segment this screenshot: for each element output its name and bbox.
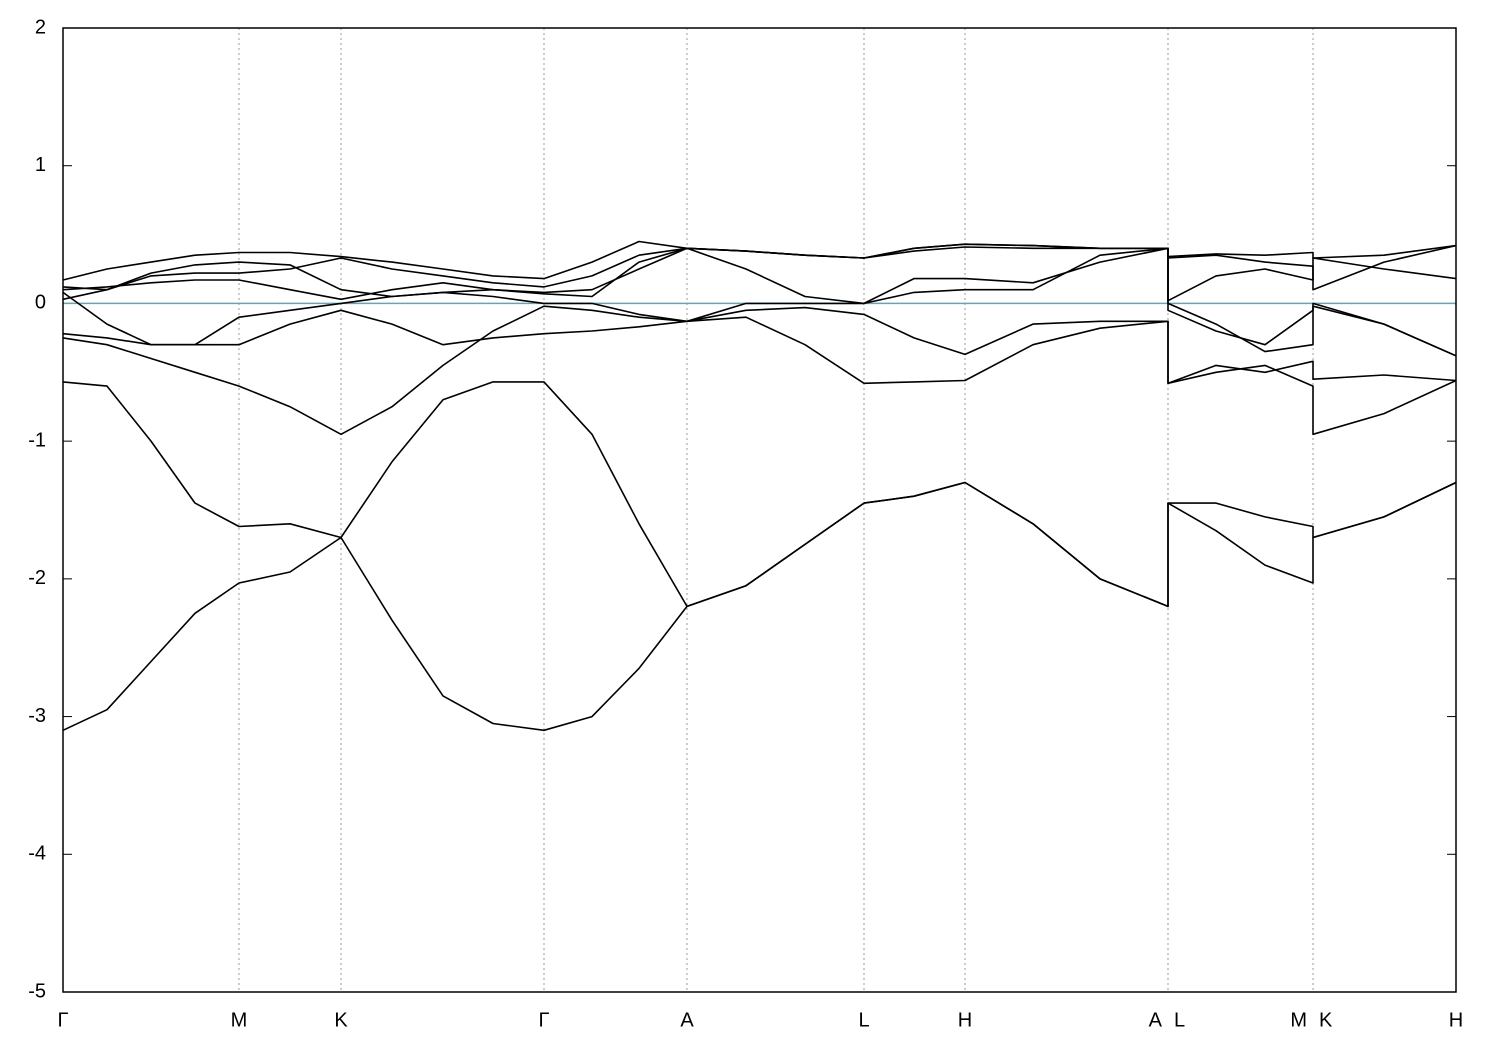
x-tick-label: M [231,1009,248,1031]
band-line [62,381,1457,608]
band-line [62,306,1457,385]
x-tick-label: Γ [538,1009,549,1031]
y-tick-label: -1 [28,429,46,451]
x-tick-label: A [1149,1009,1163,1031]
y-tick-label: 1 [35,154,46,176]
band-line [62,243,1457,301]
x-tick-label: Γ [57,1009,68,1031]
x-tick-label: M [1290,1009,1307,1031]
y-tick-label: 2 [35,16,46,38]
y-tick-label: -3 [28,705,46,727]
x-tick-label: L [858,1009,869,1031]
y-tick-label: -4 [28,843,46,865]
band-line [62,305,1457,436]
x-tick-label: K [1319,1009,1333,1031]
y-tick-label: 0 [35,292,46,314]
x-tick-label: H [958,1009,972,1031]
band-line [62,240,1457,291]
band-line [62,481,1457,732]
y-tick-label: -2 [28,567,46,589]
band-line [62,247,1457,357]
x-tick-label: K [334,1009,348,1031]
plot-frame [62,27,1457,993]
y-tick-label: -5 [28,980,46,1002]
x-tick-label: A [680,1009,694,1031]
x-tick-label: L [1174,1009,1185,1031]
x-tick-label: H [1449,1009,1463,1031]
band-line [62,247,1457,357]
